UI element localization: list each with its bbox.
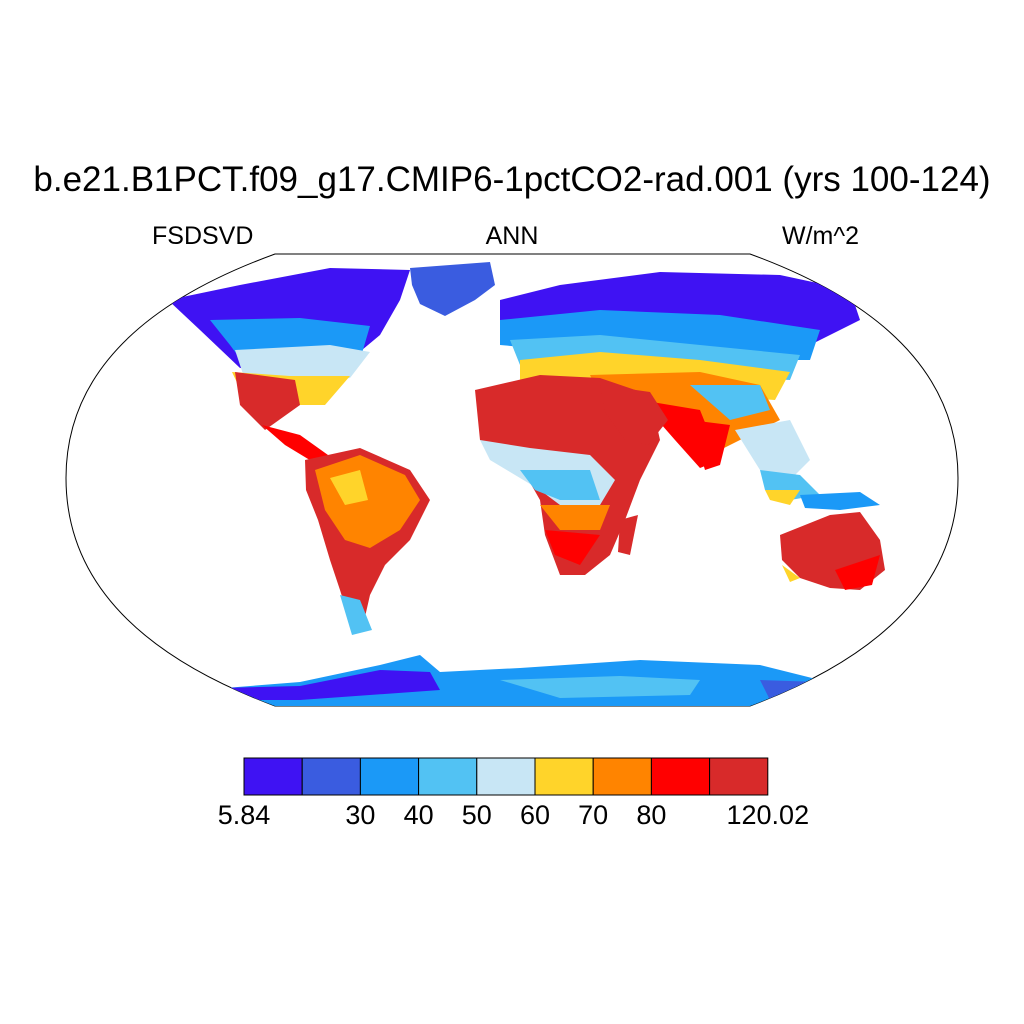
season-label: ANN <box>485 222 539 250</box>
colorbar-tick-label: 50 <box>461 800 492 830</box>
greenland <box>410 262 495 316</box>
india <box>690 420 730 470</box>
arabia <box>600 385 668 445</box>
colorbar-box <box>476 757 536 796</box>
colorbar-box <box>709 757 769 796</box>
australia <box>780 512 885 590</box>
colorbar-box <box>592 757 652 796</box>
colorbar-tick-label: 60 <box>519 800 551 830</box>
colorbar-box <box>301 757 361 796</box>
colorbar-tick-label: 5.84 <box>217 800 271 830</box>
colorbar-box <box>243 757 303 796</box>
colorbar-box <box>534 757 594 796</box>
antarctica <box>200 655 830 706</box>
plot-title: b.e21.B1PCT.f09_g17.CMIP6-1pctCO2-rad.00… <box>33 160 991 199</box>
colorbar-tick-label: 30 <box>345 800 376 830</box>
colorbar-box <box>418 757 478 796</box>
south-america <box>305 448 430 635</box>
colorbar-tick-label: 80 <box>636 800 667 830</box>
colorbar-box <box>359 757 420 796</box>
maritime-asia <box>760 470 880 510</box>
colorbar-box <box>650 757 711 796</box>
colorbar-tick-label: 120.02 <box>726 800 810 830</box>
colorbar-tick-label: 70 <box>578 800 609 830</box>
units-label: W/m^2 <box>782 222 860 250</box>
colorbar-tick-label: 40 <box>403 800 434 830</box>
variable-label: FSDSVD <box>152 222 254 250</box>
africa <box>475 375 660 575</box>
north-america <box>168 268 410 465</box>
